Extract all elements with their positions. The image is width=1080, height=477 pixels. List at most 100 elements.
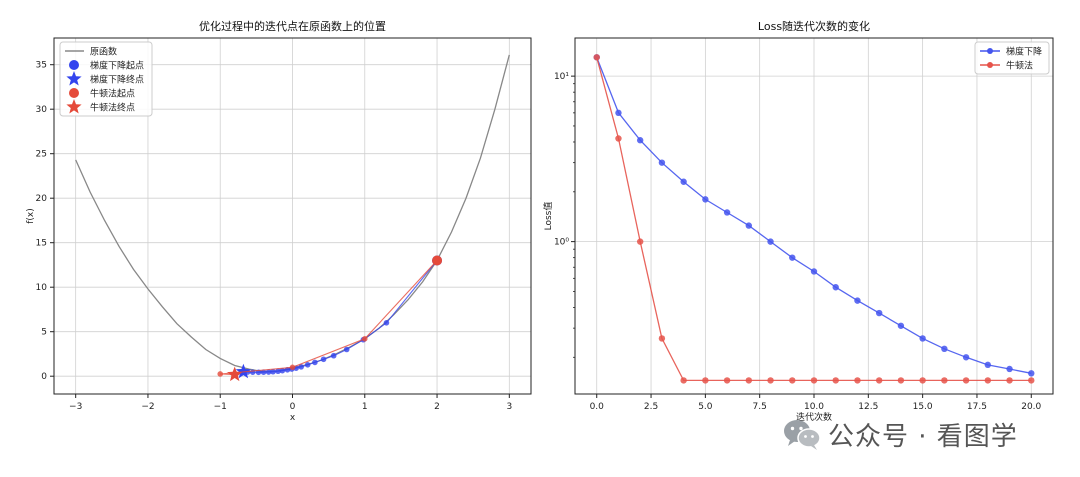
left-y-tick-label: 5 <box>41 328 47 338</box>
left-series-point-0 <box>330 352 337 359</box>
left-start-marker-1 <box>432 255 443 266</box>
left-y-tick-label: 0 <box>41 372 47 382</box>
left-y-tick-label: 30 <box>36 105 48 115</box>
left-legend-box <box>59 41 153 117</box>
right-series-point-0 <box>615 109 622 117</box>
left-series-point-0 <box>343 346 350 353</box>
right-series-point-0 <box>745 222 753 229</box>
right-x-tick-label: 17.5 <box>967 402 987 412</box>
left-y-tick-label: 25 <box>36 150 47 160</box>
right-series-point-1 <box>854 377 861 384</box>
right-x-tick-label: 5.0 <box>698 402 713 412</box>
left-y-axis-label: f(x) <box>26 208 36 224</box>
right-series-point-0 <box>919 335 926 342</box>
right-x-tick-label: 20.0 <box>1021 402 1041 412</box>
right-series-point-1 <box>832 377 839 384</box>
right-series-point-1 <box>702 377 709 384</box>
right-series-point-0 <box>702 196 709 203</box>
right-legend-swatch-marker <box>987 48 993 54</box>
right-x-tick-label: 10.0 <box>804 402 824 412</box>
legend-label: 牛顿法终点 <box>90 102 135 114</box>
legend-swatch-gd-start <box>69 60 79 70</box>
left-series-point-0 <box>298 364 304 370</box>
right-series-point-0 <box>636 137 644 144</box>
legend-swatch-newton-start <box>69 88 79 98</box>
right-series-point-1 <box>875 377 883 384</box>
left-series-point-1 <box>289 364 296 371</box>
left-x-tick-label: −2 <box>141 402 154 412</box>
right-series-point-0 <box>723 209 731 216</box>
left-chart-axes: −3 −2 −1 0 1 2 305101520253035优化过程中的迭代点在原函数上的位… <box>26 19 532 423</box>
right-series-point-0 <box>897 322 905 329</box>
left-series-point-1 <box>217 371 224 377</box>
right-series-point-0 <box>789 254 796 261</box>
right-series-point-0 <box>984 361 992 369</box>
left-y-tick-label: 20 <box>36 194 48 204</box>
right-legend-box <box>974 41 1050 75</box>
left-series-point-1 <box>361 336 368 342</box>
left-y-tick-label: 10 <box>36 283 48 293</box>
right-series-point-1 <box>1028 377 1035 384</box>
right-legend-label: 梯度下降 <box>1006 46 1042 58</box>
right-series-point-1 <box>680 377 687 384</box>
left-series-point-0 <box>279 367 286 374</box>
right-series-point-0 <box>810 268 818 275</box>
left-x-tick-label: −3 <box>69 402 82 412</box>
right-x-tick-label: 7.5 <box>753 402 767 412</box>
right-chart-axes: 0.0 2.5 5.0 7.5 10.0 12.5 15.0 17.5 20.0 10⁰ 10¹ Lo… <box>542 19 1054 423</box>
left-x-tick-label: 0 <box>290 402 296 412</box>
legend-label: 原函数 <box>90 46 117 58</box>
right-series-point-1 <box>745 377 753 384</box>
right-series-point-1 <box>810 377 818 384</box>
left-series-point-0 <box>312 359 318 366</box>
right-series-point-0 <box>941 345 948 353</box>
right-series-point-1 <box>789 377 796 384</box>
right-series-point-1 <box>615 135 622 142</box>
right-plot-border <box>574 37 1054 395</box>
left-y-tick-label: 15 <box>36 239 47 249</box>
left-series-point-0 <box>304 362 311 368</box>
left-series-point-0 <box>249 369 256 375</box>
right-x-tick-label: 0.0 <box>590 402 605 412</box>
left-plot-border <box>53 37 532 395</box>
right-series-point-1 <box>984 377 992 384</box>
right-series-point-1 <box>919 377 926 384</box>
right-series-point-0 <box>767 238 774 245</box>
right-series-point-0 <box>832 284 839 291</box>
right-series-point-1 <box>658 335 666 342</box>
legend-label: 梯度下降起点 <box>90 60 144 72</box>
left-x-axis-label: x <box>290 413 296 423</box>
right-series-point-1 <box>1006 377 1013 384</box>
right-series-point-0 <box>962 354 970 361</box>
right-series-point-0 <box>875 309 883 317</box>
legend-swatch-newton-end <box>66 99 82 114</box>
right-x-axis-label: 迭代次数 <box>796 411 832 423</box>
right-series-point-1 <box>636 238 644 245</box>
legend-label: 梯度下降终点 <box>90 74 144 86</box>
left-series-point-0 <box>265 369 272 375</box>
left-x-tick-label: 3 <box>506 402 512 412</box>
right-y-tick-label: 10⁰ <box>554 238 569 248</box>
right-legend-swatch-marker <box>987 62 993 68</box>
left-series-point-0 <box>260 369 267 375</box>
legend-swatch-gd-end <box>66 71 82 86</box>
wechat-icon <box>784 420 821 450</box>
left-series-point-0 <box>270 368 276 375</box>
left-x-tick-label: 1 <box>362 402 368 412</box>
left-x-tick-label: 2 <box>434 402 440 412</box>
right-chart-title: Loss随迭代次数的变化 <box>758 19 870 33</box>
right-series-point-0 <box>680 178 687 185</box>
right-x-tick-label: 12.5 <box>858 402 878 412</box>
right-series-point-0 <box>1028 370 1035 377</box>
right-series-point-1 <box>897 377 905 384</box>
right-series-point-0 <box>1006 365 1013 373</box>
right-y-tick-label: 10¹ <box>554 72 569 82</box>
left-series-point-0 <box>383 320 390 326</box>
left-series-point-0 <box>275 368 281 375</box>
right-series-point-0 <box>854 297 861 304</box>
right-series-point-1 <box>767 377 774 384</box>
left-x-tick-label: −1 <box>214 402 227 412</box>
